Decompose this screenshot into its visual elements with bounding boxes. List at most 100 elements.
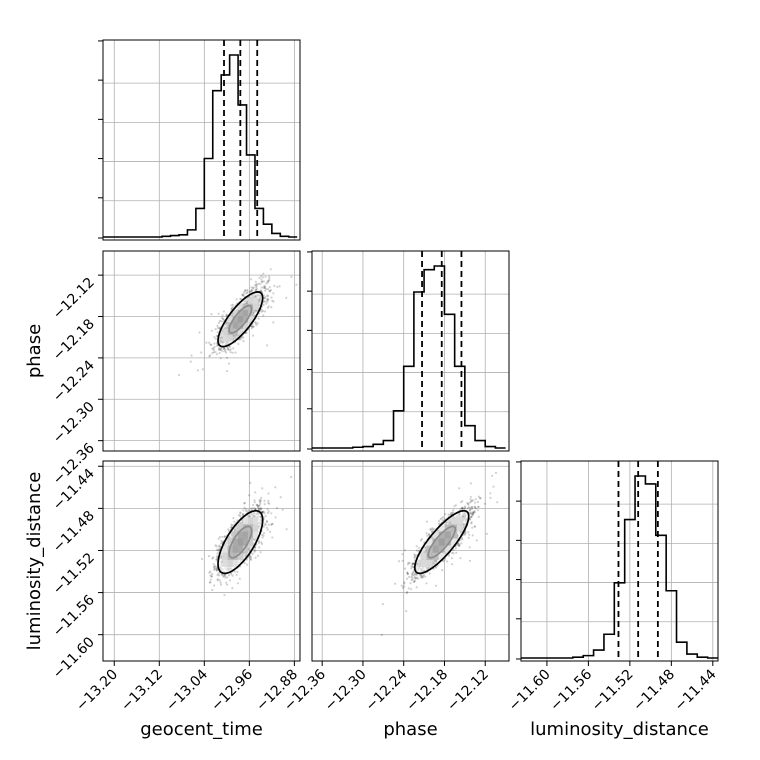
sample-point (429, 528, 432, 531)
sample-point (468, 546, 471, 549)
sample-point (218, 544, 221, 547)
sample-point (222, 575, 225, 578)
sample-point (267, 510, 270, 513)
sample-point (266, 306, 269, 309)
panel-grid (103, 251, 300, 451)
sample-point (226, 356, 229, 359)
sample-point (221, 350, 224, 353)
sample-point (226, 583, 229, 586)
sample-point (213, 568, 216, 571)
sample-point (403, 582, 406, 585)
sample-point (471, 499, 475, 502)
sample-point (259, 499, 263, 502)
sample-point (266, 344, 269, 347)
sample-point (215, 334, 218, 337)
sample-point (464, 505, 467, 508)
panel-frame (102, 39, 301, 241)
contour-fill (218, 291, 263, 347)
sample-point (216, 574, 219, 577)
sample-point (410, 588, 413, 591)
sample-point (413, 553, 416, 556)
sample-point (218, 545, 221, 548)
sample-point (471, 506, 474, 509)
sample-point (223, 593, 226, 597)
sample-point (429, 528, 432, 531)
sample-point (270, 523, 273, 527)
sample-point (265, 520, 268, 523)
sample-point (258, 276, 261, 279)
sample-point (416, 576, 419, 579)
sample-point (469, 495, 472, 498)
sample-point (269, 268, 272, 271)
sample-point (224, 576, 227, 579)
sample-point (452, 552, 455, 555)
sample-point (421, 576, 424, 579)
sample-point (470, 499, 473, 503)
sample-point (469, 506, 472, 509)
sample-point (225, 581, 228, 584)
sample-point (420, 538, 423, 541)
sample-point (229, 348, 232, 351)
sample-point (410, 567, 413, 570)
sample-point (231, 524, 234, 527)
panel-grid (103, 461, 300, 661)
sample-point (246, 290, 249, 293)
sample-point (258, 500, 261, 503)
sample-point (472, 511, 475, 514)
sample-point (403, 567, 407, 570)
sample-point (256, 504, 259, 507)
panel-frame (102, 250, 301, 452)
sample-point (262, 303, 265, 306)
sample-point (473, 510, 476, 513)
sample-point (279, 496, 282, 499)
sample-point (380, 633, 383, 637)
sample-point (263, 286, 266, 290)
sample-point (242, 512, 245, 515)
sample-point (413, 574, 416, 577)
sample-point (261, 510, 264, 514)
sample-point (258, 546, 261, 549)
sample-point (221, 314, 224, 317)
sample-point (259, 282, 262, 285)
sample-point (477, 495, 481, 498)
sample-point (198, 331, 201, 334)
sample-point (260, 310, 263, 313)
sample-point (431, 527, 434, 530)
sample-point (420, 574, 423, 577)
sample-point (479, 497, 482, 500)
sample-point (235, 573, 238, 576)
sample-point (267, 492, 270, 495)
sample-point (218, 346, 221, 350)
sample-point (477, 515, 480, 518)
panel-grid (103, 40, 300, 240)
sample-point (275, 506, 279, 510)
sample-point (266, 528, 269, 531)
sample-point (241, 293, 244, 296)
sample-point (471, 526, 474, 529)
sample-point (242, 509, 245, 512)
sample-point (230, 573, 233, 576)
panel-grid (312, 461, 509, 661)
sample-point (414, 572, 417, 576)
sample-point (477, 505, 480, 508)
sample-point (262, 314, 265, 317)
sample-point (270, 306, 273, 309)
sample-point (473, 511, 476, 514)
sample-point (471, 534, 474, 537)
sample-point (411, 578, 414, 581)
sample-point (470, 505, 474, 509)
sample-point (268, 290, 271, 293)
sample-point (229, 351, 232, 354)
sample-point (223, 535, 226, 538)
sample-point (406, 571, 409, 574)
sample-point (249, 556, 252, 559)
sample-point (434, 584, 438, 587)
sample-point (295, 283, 298, 286)
sample-point (243, 562, 246, 565)
sample-point (214, 544, 217, 547)
sample-point (223, 347, 226, 350)
sample-point (229, 526, 232, 529)
sample-point (472, 511, 475, 514)
sample-point (263, 296, 266, 299)
